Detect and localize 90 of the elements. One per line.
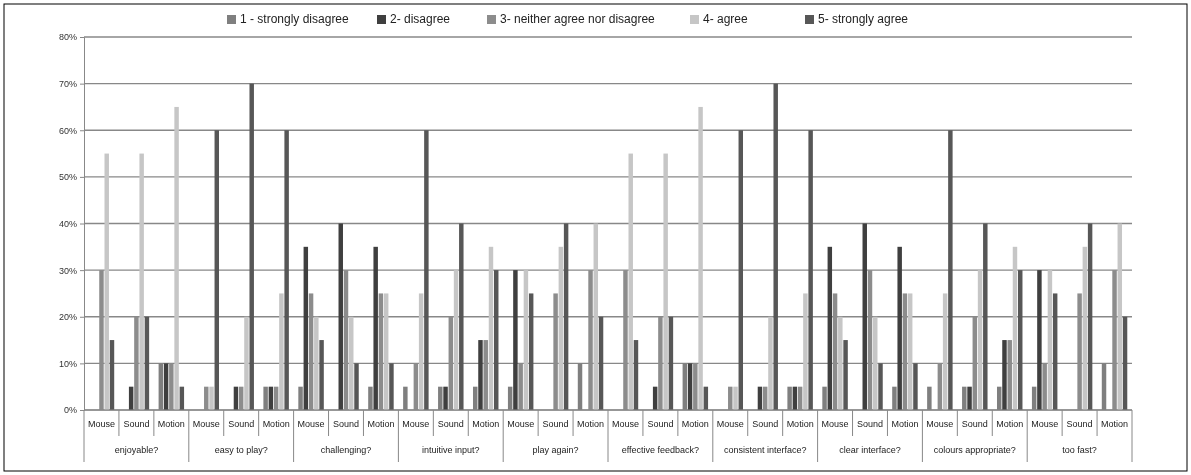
y-tick-label: 60%: [58, 125, 77, 136]
y-tick-label: 80%: [58, 32, 77, 43]
bar: [698, 106, 703, 410]
text: effective feedback?: [621, 445, 700, 455]
x-tick-label: Motion: [996, 419, 1024, 429]
bar: [808, 130, 813, 410]
bar: [838, 316, 843, 410]
x-tick-label: Motion: [367, 419, 395, 429]
x-tick-label: Mouse: [507, 419, 535, 429]
bar: [389, 363, 394, 410]
x-tick-label: Sound: [332, 419, 360, 429]
x-tick-label: Mouse: [192, 419, 220, 429]
bar: [628, 153, 633, 410]
x-tick-label: Sound: [961, 419, 988, 429]
bar: [967, 386, 972, 410]
bar: [284, 130, 289, 410]
x-tick-label: Sound: [228, 419, 255, 429]
text: too fast?: [1062, 445, 1097, 455]
text: challenging?: [320, 445, 372, 455]
bar: [249, 83, 254, 410]
x-tick-label: Mouse: [297, 419, 325, 429]
bar: [244, 316, 249, 410]
bar: [279, 293, 284, 410]
x-tick-label: Mouse: [1031, 419, 1059, 429]
legend-label: 2- disagree: [390, 12, 451, 26]
x-tick-label: Motion: [157, 419, 185, 429]
bar: [104, 153, 109, 410]
bar: [478, 340, 483, 410]
x-tick-label: Sound: [856, 419, 884, 429]
x-tick-label: Sound: [123, 419, 150, 429]
x-tick-label: Sound: [752, 419, 779, 429]
bar: [139, 153, 144, 410]
y-tick-label: 0%: [63, 405, 77, 416]
text: clear interface?: [839, 445, 901, 455]
bar: [319, 340, 324, 410]
text: colours appropriate?: [933, 445, 1016, 455]
bar: [843, 340, 848, 410]
bar: [913, 363, 918, 410]
x-tick-label: Motion: [891, 419, 919, 429]
y-tick-label: 30%: [58, 265, 77, 276]
x-tick-label: Motion: [681, 419, 709, 429]
legend-label: 1 - strongly disagree: [240, 12, 350, 26]
x-tick-label: Mouse: [926, 419, 954, 429]
bar: [773, 83, 778, 410]
text: easy to play?: [214, 445, 268, 455]
bar: [663, 153, 668, 410]
y-tick-label: 40%: [58, 218, 77, 229]
y-tick-label: 50%: [58, 172, 77, 183]
text: consistent interface?: [723, 445, 807, 455]
x-tick-label: Mouse: [716, 419, 744, 429]
bar: [768, 316, 773, 410]
bar: [803, 293, 808, 410]
bar: [983, 223, 988, 410]
bar: [1037, 270, 1042, 410]
bar: [174, 106, 179, 410]
y-tick-label: 20%: [58, 312, 77, 323]
x-tick-label: Mouse: [87, 419, 115, 429]
text: play again?: [532, 445, 579, 455]
x-tick-label: Motion: [1101, 419, 1129, 429]
x-tick-label: Mouse: [611, 419, 639, 429]
bar: [443, 386, 448, 410]
bar: [459, 223, 464, 410]
legend-label: 4- agree: [703, 12, 749, 26]
y-tick-label: 70%: [58, 79, 77, 90]
bar: [733, 386, 738, 410]
x-tick-label: Motion: [786, 419, 814, 429]
x-tick-label: Mouse: [402, 419, 430, 429]
x-tick-label: Sound: [542, 419, 569, 429]
bar: [513, 270, 518, 410]
x-tick-label: Motion: [577, 419, 605, 429]
x-tick-label: Sound: [647, 419, 674, 429]
bar: [897, 246, 902, 410]
bar: [1002, 340, 1007, 410]
x-tick-label: Motion: [262, 419, 290, 429]
x-tick-label: Sound: [1066, 419, 1093, 429]
bar: [209, 386, 214, 410]
x-tick-label: Sound: [437, 419, 464, 429]
legend-label: 3- neither agree nor disagree: [500, 12, 656, 26]
bar: [424, 130, 429, 410]
x-tick-label: Motion: [472, 419, 500, 429]
bar: [878, 363, 883, 410]
bar: [314, 316, 319, 410]
legend-label: 5- strongly agree: [818, 12, 909, 26]
x-tick-label: Mouse: [821, 419, 849, 429]
bar: [373, 246, 378, 410]
bar: [354, 363, 359, 410]
y-tick-label: 10%: [58, 358, 77, 369]
text: intuitive input?: [422, 445, 480, 455]
text: enjoyable?: [114, 445, 159, 455]
bar: [948, 130, 953, 410]
